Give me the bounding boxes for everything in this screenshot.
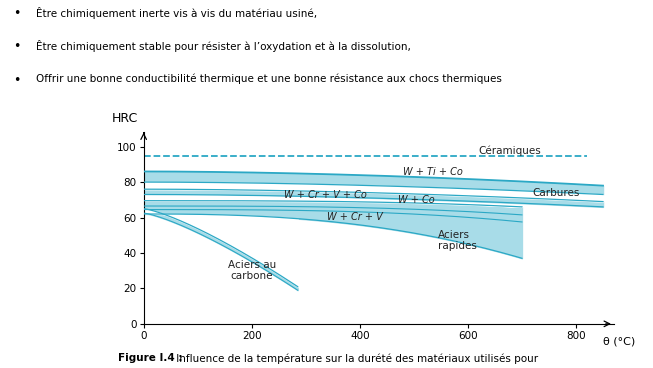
Text: Céramiques: Céramiques (479, 146, 541, 156)
Text: θ (°C): θ (°C) (603, 336, 635, 346)
Text: W + Cr + V + Co: W + Cr + V + Co (284, 190, 367, 201)
Text: Figure I.4 :: Figure I.4 : (118, 353, 182, 363)
Text: Offrir une bonne conductibilité thermique et une bonne résistance aux chocs ther: Offrir une bonne conductibilité thermiqu… (36, 74, 502, 84)
Text: Carbures: Carbures (533, 188, 580, 198)
Text: Aciers
rapides: Aciers rapides (438, 230, 477, 251)
Text: Être chimiquement inerte vis à vis du matériau usiné,: Être chimiquement inerte vis à vis du ma… (36, 7, 317, 20)
Text: •: • (13, 40, 20, 53)
Text: •: • (13, 7, 20, 20)
Text: Aciers au
carbone: Aciers au carbone (228, 260, 276, 282)
Text: Être chimiquement stable pour résister à l’oxydation et à la dissolution,: Être chimiquement stable pour résister à… (36, 40, 411, 53)
Text: W + Ti + Co: W + Ti + Co (403, 167, 463, 177)
Text: •: • (13, 74, 20, 86)
Text: W + Co: W + Co (398, 195, 434, 205)
Text: W + Cr + V: W + Cr + V (327, 212, 383, 222)
Text: Influence de la température sur la durété des matériaux utilisés pour: Influence de la température sur la durét… (173, 353, 538, 364)
Text: HRC: HRC (112, 112, 138, 125)
